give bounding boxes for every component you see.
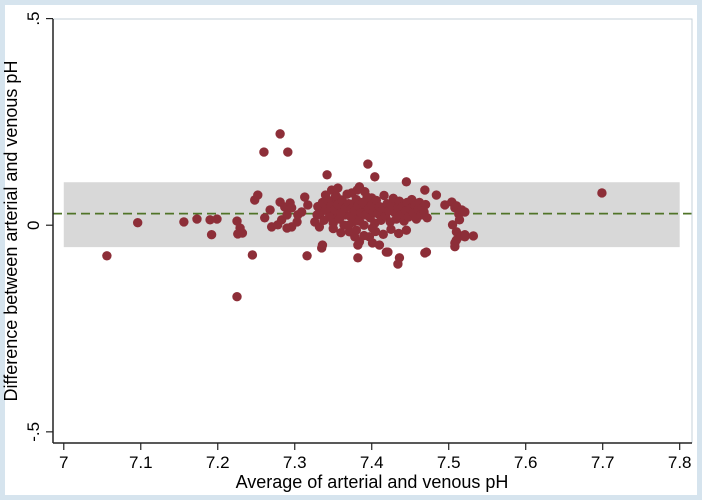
data-point xyxy=(378,229,388,240)
data-point xyxy=(362,192,372,202)
data-point xyxy=(259,147,269,157)
data-point xyxy=(328,223,338,234)
x-tick-label: 7.2 xyxy=(206,453,230,472)
data-point xyxy=(206,230,217,240)
data-point xyxy=(237,228,248,238)
x-tick-label: 7.5 xyxy=(437,453,461,472)
data-point xyxy=(370,172,380,182)
y-tick-label: 0 xyxy=(24,220,43,229)
data-point xyxy=(421,247,432,257)
data-point xyxy=(212,214,222,224)
data-point xyxy=(379,190,389,201)
data-point xyxy=(253,190,263,200)
x-tick-label: 7.8 xyxy=(668,453,692,472)
data-point xyxy=(468,231,479,241)
data-point xyxy=(232,292,242,302)
data-point xyxy=(317,240,328,250)
y-tick-label: -.5 xyxy=(24,422,43,442)
data-point xyxy=(351,225,362,235)
data-point xyxy=(300,192,310,202)
data-point xyxy=(260,213,270,223)
data-point xyxy=(422,213,432,223)
data-point xyxy=(383,247,393,257)
data-point xyxy=(296,207,307,217)
data-point xyxy=(460,207,470,217)
data-point xyxy=(394,253,405,263)
data-point xyxy=(363,159,373,169)
data-point xyxy=(359,220,369,230)
data-point xyxy=(359,230,369,241)
x-tick-label: 7.6 xyxy=(514,453,538,472)
x-tick-label: 7.7 xyxy=(591,453,615,472)
data-point xyxy=(374,240,385,250)
data-point xyxy=(232,216,242,226)
data-point xyxy=(205,215,215,225)
y-tick-label: .5 xyxy=(24,11,43,25)
data-point xyxy=(393,228,404,239)
data-point xyxy=(314,222,325,232)
data-point xyxy=(431,190,442,200)
data-point xyxy=(386,224,396,235)
y-axis-title: Difference between arterial and venous p… xyxy=(1,61,21,402)
x-tick-label: 7.1 xyxy=(129,453,153,472)
data-point xyxy=(286,203,297,213)
x-tick-label: 7 xyxy=(59,453,68,472)
x-tick-label: 7.3 xyxy=(283,453,307,472)
data-point xyxy=(420,199,431,210)
data-point xyxy=(179,217,189,227)
data-point xyxy=(401,225,412,235)
data-point xyxy=(265,205,275,215)
data-point xyxy=(292,217,302,227)
data-point xyxy=(247,250,258,260)
x-axis-title: Average of arterial and venous pH xyxy=(236,472,509,492)
data-point xyxy=(333,183,343,193)
data-point xyxy=(302,251,312,261)
data-point xyxy=(132,218,143,228)
data-point xyxy=(192,214,202,224)
data-point xyxy=(322,170,332,180)
data-point xyxy=(401,177,412,187)
data-point xyxy=(454,215,465,225)
data-point xyxy=(370,226,381,237)
data-point xyxy=(343,220,354,230)
data-point xyxy=(460,232,470,242)
data-point xyxy=(342,189,352,199)
data-point xyxy=(275,129,285,139)
data-point xyxy=(447,220,458,230)
data-point xyxy=(420,185,430,195)
data-point xyxy=(282,210,292,220)
plot-border xyxy=(53,18,693,443)
data-point xyxy=(597,188,607,198)
data-point xyxy=(353,253,363,263)
data-point xyxy=(336,227,346,238)
data-point xyxy=(102,251,112,261)
data-point xyxy=(303,200,313,210)
x-tick-label: 7.4 xyxy=(360,453,384,472)
data-point xyxy=(283,147,293,157)
